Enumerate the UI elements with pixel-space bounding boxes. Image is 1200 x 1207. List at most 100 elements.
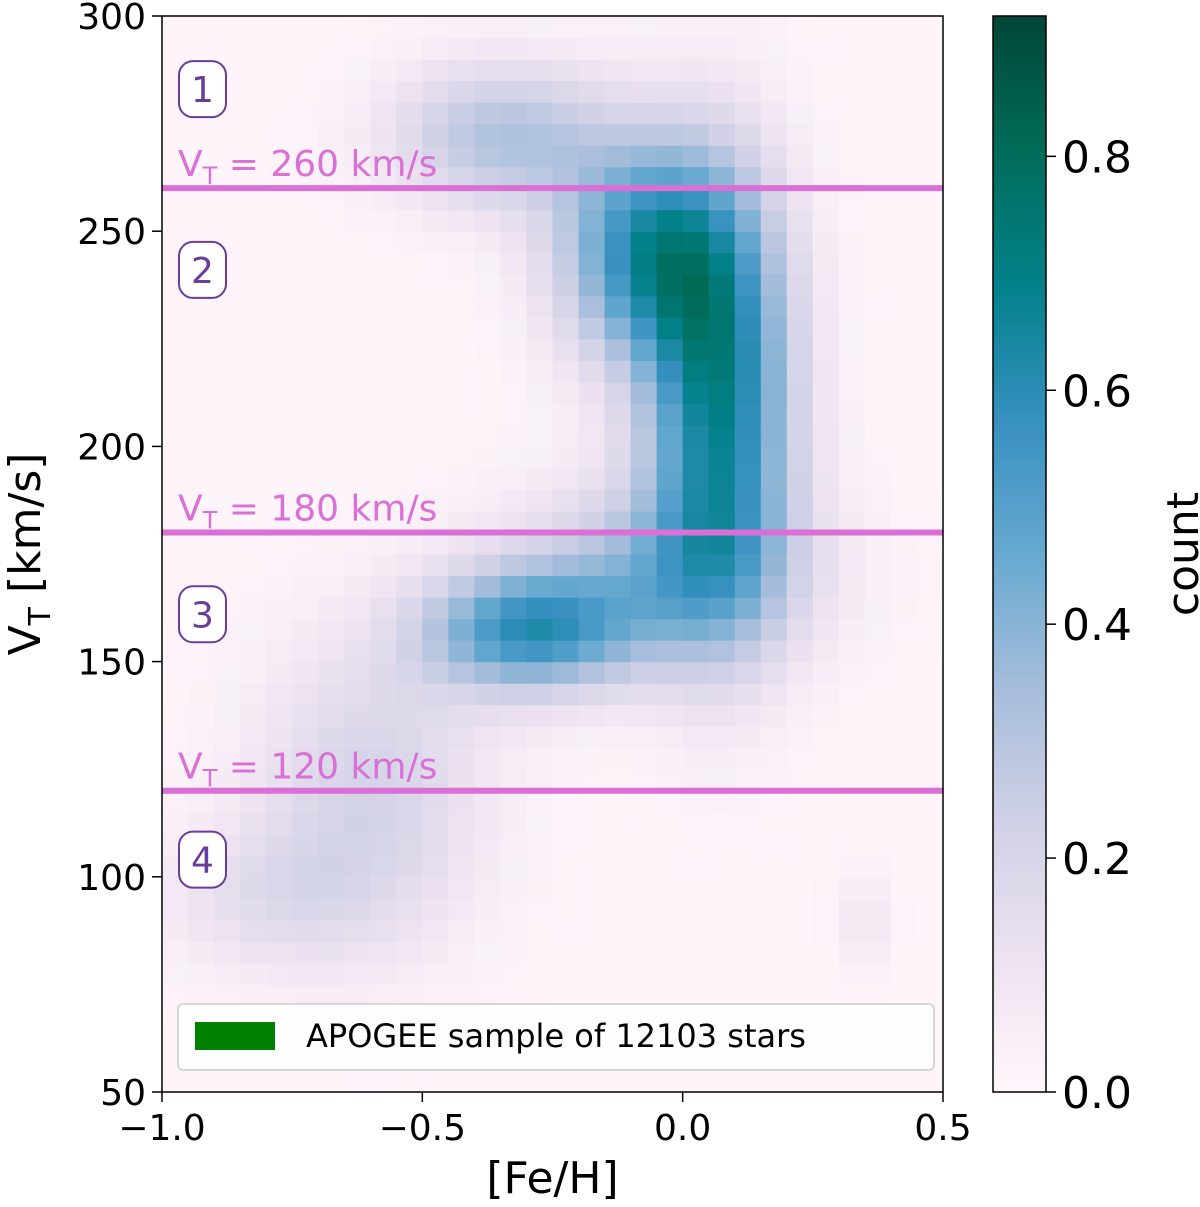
heatmap-cell — [318, 661, 345, 684]
heatmap-cell — [760, 876, 788, 899]
heatmap-cell — [734, 704, 762, 727]
heatmap-cell — [396, 1070, 423, 1093]
heatmap-cell — [760, 274, 788, 297]
heatmap-cell — [318, 597, 345, 620]
heatmap-cell — [682, 575, 710, 598]
heatmap-cell — [422, 188, 449, 211]
heatmap-cell — [318, 683, 345, 706]
heatmap-cell — [214, 683, 241, 706]
heatmap-cell — [422, 252, 449, 275]
heatmap-cell — [708, 16, 736, 39]
heatmap-cell — [266, 919, 293, 942]
heatmap-cell — [318, 962, 345, 985]
heatmap-cell — [734, 317, 762, 340]
heatmap-cell — [890, 188, 918, 211]
heatmap-cell — [292, 962, 319, 985]
heatmap-cell — [344, 59, 371, 82]
heatmap-cell — [890, 252, 918, 275]
heatmap-cell — [266, 424, 293, 447]
heatmap-cell — [604, 360, 632, 383]
heatmap-cell — [838, 984, 866, 1007]
heatmap-cell — [604, 704, 632, 727]
heatmap-cell — [604, 424, 632, 447]
heatmap-cell — [266, 209, 293, 232]
heatmap-cell — [318, 80, 345, 103]
heatmap-cell — [552, 360, 580, 383]
heatmap-cell — [760, 747, 788, 770]
heatmap-cell — [786, 252, 814, 275]
heatmap-cell — [682, 295, 710, 318]
heatmap-cell — [474, 1070, 502, 1093]
heatmap-cell — [734, 424, 762, 447]
heatmap-cell — [240, 489, 267, 512]
heatmap-cell — [760, 683, 788, 706]
heatmap-cell — [162, 726, 189, 749]
heatmap-cell — [292, 618, 319, 641]
heatmap-cell — [682, 317, 710, 340]
heatmap-cell — [370, 360, 397, 383]
heatmap-cell — [760, 317, 788, 340]
heatmap-cell — [890, 704, 918, 727]
heatmap-cell — [448, 812, 475, 835]
heatmap-cell — [838, 661, 866, 684]
heatmap-cell — [864, 209, 892, 232]
heatmap-cell — [864, 424, 892, 447]
heatmap-cell — [344, 188, 371, 211]
heatmap-cell — [682, 123, 710, 146]
heatmap-cell — [604, 317, 632, 340]
heatmap-cell — [656, 403, 684, 426]
heatmap-cell — [604, 467, 632, 491]
heatmap-cell — [578, 790, 606, 813]
heatmap-cell — [890, 145, 918, 168]
heatmap-cell — [526, 145, 554, 168]
heatmap-cell — [500, 80, 528, 103]
heatmap-cell — [916, 424, 944, 447]
heatmap-cell — [630, 403, 658, 426]
heatmap-cell — [474, 188, 502, 211]
heatmap-cell — [162, 704, 189, 727]
heatmap-cell — [890, 510, 918, 534]
heatmap-cell — [422, 145, 449, 168]
heatmap-cell — [474, 80, 502, 103]
heatmap-cell — [500, 317, 528, 340]
heatmap-cell — [162, 683, 189, 706]
heatmap-cell — [396, 876, 423, 899]
heatmap-cell — [500, 661, 528, 684]
heatmap-cell — [864, 123, 892, 146]
heatmap-cell — [604, 919, 632, 942]
heatmap-cell — [214, 898, 241, 921]
heatmap-cell — [682, 683, 710, 706]
heatmap-cell — [682, 898, 710, 921]
heatmap-cell — [318, 209, 345, 232]
heatmap-cell — [760, 962, 788, 985]
heatmap-cell — [318, 338, 345, 361]
heatmap-cell — [708, 833, 736, 856]
heatmap-cell — [344, 618, 371, 641]
heatmap-cell — [578, 231, 606, 254]
heatmap-cell — [812, 640, 840, 663]
heatmap-cell — [864, 769, 892, 792]
heatmap-cell — [916, 489, 944, 512]
heatmap-cell — [812, 188, 840, 211]
heatmap-cell — [474, 446, 502, 469]
heatmap-cell — [162, 532, 189, 555]
heatmap-cell — [292, 919, 319, 942]
heatmap-cell — [370, 984, 397, 1007]
heatmap-cell — [292, 812, 319, 835]
heatmap-cell — [214, 769, 241, 792]
heatmap-cell — [656, 790, 684, 813]
heatmap-cell — [656, 59, 684, 82]
heatmap-cell — [578, 252, 606, 275]
heatmap-cell — [786, 16, 814, 39]
heatmap-cell — [786, 704, 814, 727]
heatmap-cell — [448, 123, 475, 146]
heatmap-cell — [396, 597, 423, 620]
heatmap-cell — [266, 381, 293, 404]
heatmap-cell — [812, 489, 840, 512]
heatmap-cell — [448, 424, 475, 447]
heatmap-cell — [578, 424, 606, 447]
heatmap-cell — [708, 317, 736, 340]
heatmap-cell — [786, 876, 814, 899]
heatmap-cell — [812, 575, 840, 598]
heatmap-cell — [318, 704, 345, 727]
